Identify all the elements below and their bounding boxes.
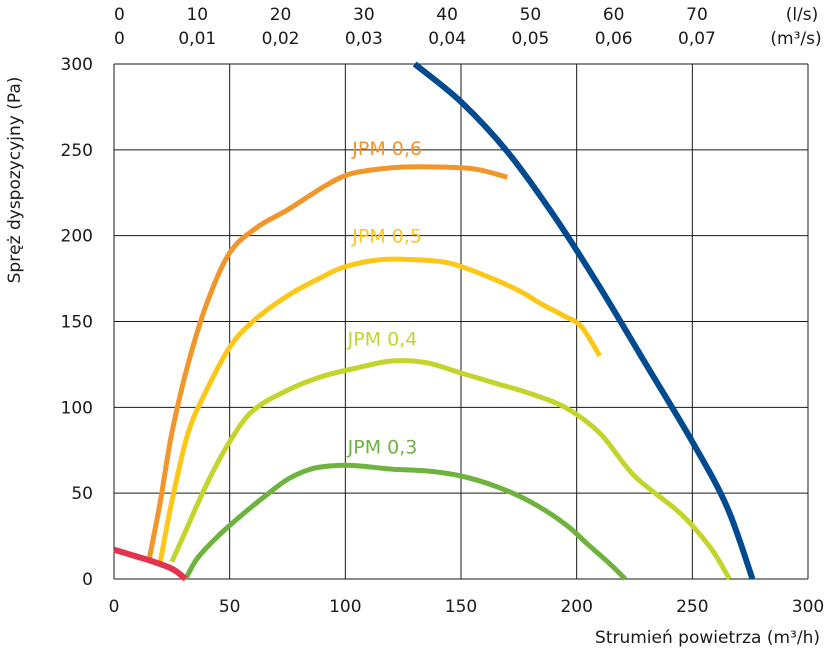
x-tick-label: 250 bbox=[676, 597, 708, 617]
series-jpm-04-line bbox=[169, 358, 732, 581]
top-tick-ls: 50 bbox=[520, 5, 542, 25]
top-tick-m3s: 0,04 bbox=[428, 29, 466, 49]
top-tick-m3s: 0,06 bbox=[595, 29, 633, 49]
x-tick-label: 200 bbox=[560, 597, 592, 617]
y-tick-label: 0 bbox=[82, 570, 93, 590]
y-tick-label: 300 bbox=[61, 55, 93, 75]
series-lines bbox=[113, 61, 756, 582]
series-jpm-05-line bbox=[157, 256, 602, 563]
min-flow-limit-line bbox=[113, 546, 188, 582]
x-tick-label: 50 bbox=[219, 597, 241, 617]
y-tick-label: 50 bbox=[71, 484, 93, 504]
top-tick-ls: 70 bbox=[686, 5, 708, 25]
top-tick-ls: 10 bbox=[186, 5, 208, 25]
top-axis-unit-m3s: (m³/s) bbox=[770, 29, 821, 49]
y-tick-labels: 0 50 100 150 200 250 300 bbox=[61, 55, 93, 590]
label-jpm-04: JPM 0,4 bbox=[347, 329, 418, 351]
top-tick-m3s: 0,02 bbox=[262, 29, 300, 49]
top-tick-ls: 30 bbox=[353, 5, 375, 25]
series-labels: JPM 0,6 JPM 0,5 JPM 0,4 JPM 0,3 bbox=[347, 138, 422, 459]
x-tick-label: 100 bbox=[329, 597, 361, 617]
label-jpm-06: JPM 0,6 bbox=[351, 138, 422, 160]
top-axis-unit-ls: (l/s) bbox=[786, 5, 819, 25]
top-tick-m3s: 0,03 bbox=[345, 29, 383, 49]
top-tick-m3s: 0,07 bbox=[678, 29, 716, 49]
y-tick-label: 250 bbox=[61, 141, 93, 161]
x-tick-label: 150 bbox=[445, 597, 477, 617]
label-jpm-05: JPM 0,5 bbox=[351, 226, 422, 248]
y-tick-label: 150 bbox=[61, 313, 93, 333]
top-tick-m3s: 0,01 bbox=[178, 29, 216, 49]
top-tick-m3s: 0 bbox=[114, 29, 125, 49]
x-axis-title: Strumień powietrza (m³/h) bbox=[595, 628, 820, 648]
series-jpm-03-line bbox=[183, 462, 627, 581]
top-tick-ls: 60 bbox=[603, 5, 625, 25]
x-tick-label: 300 bbox=[792, 597, 824, 617]
max-flow-limit-line bbox=[412, 61, 756, 581]
y-axis-title: Spręż dyspozycyjny (Pa) bbox=[5, 77, 25, 284]
x-tick-label: 0 bbox=[109, 597, 120, 617]
top-tick-ls: 20 bbox=[270, 5, 292, 25]
top-tick-ls: 0 bbox=[114, 5, 125, 25]
series-jpm-06-line bbox=[146, 164, 509, 563]
label-jpm-03: JPM 0,3 bbox=[347, 437, 418, 459]
x-tick-labels: 0 50 100 150 200 250 300 bbox=[109, 597, 824, 617]
grid bbox=[113, 63, 809, 580]
top-tick-ls: 40 bbox=[436, 5, 458, 25]
top-axis-tick-labels: 0 0 10 0,01 20 0,02 30 0,03 40 0,04 50 0,05 60 0,06 70… bbox=[114, 5, 716, 49]
y-tick-label: 100 bbox=[61, 398, 93, 418]
top-tick-m3s: 0,05 bbox=[511, 29, 549, 49]
y-tick-label: 200 bbox=[61, 227, 93, 247]
